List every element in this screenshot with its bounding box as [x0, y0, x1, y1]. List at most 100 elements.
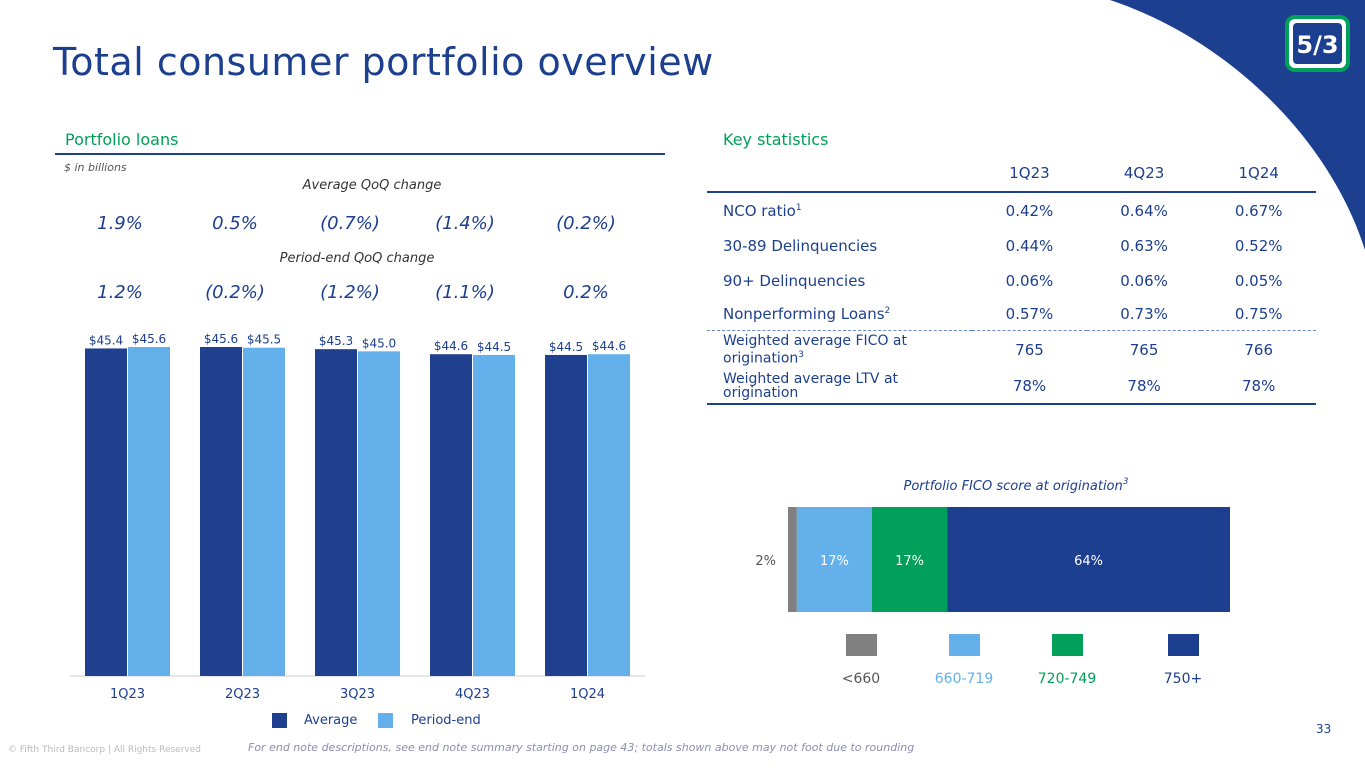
stats-cell: 0.64%: [1120, 201, 1168, 220]
avg-change-3q23: (0.7%): [320, 213, 380, 234]
pe-change-3q23: (1.2%): [320, 282, 380, 303]
stats-col-header: 1Q24: [1201, 155, 1316, 193]
bar-average-1q23: [85, 348, 127, 676]
portfolio-loans-chart: $45.4 $45.6 1Q23 $45.6 $45.5 2Q23 $45.3 $45.0 3Q…: [70, 332, 645, 702]
bar-period-end-2q23: [243, 347, 285, 676]
stats-cell: 766: [1244, 341, 1273, 359]
stats-cell: 0.42%: [1005, 201, 1054, 220]
stats-header-row: 1Q23 4Q23 1Q24: [707, 155, 1316, 193]
pe-change-1q24: 0.2%: [563, 282, 609, 303]
stats-cell: 0.57%: [972, 298, 1087, 331]
stats-cell: 0.44%: [1005, 236, 1054, 255]
stats-cell: 0.73%: [1086, 298, 1202, 331]
fico-legend-label: <660: [842, 671, 880, 687]
bar-period-end-1q24: [588, 354, 630, 676]
bar-data-label: $45.5: [247, 333, 281, 347]
fico-segment-label: 64%: [1074, 554, 1103, 569]
fico-legend-swatch: [846, 634, 877, 656]
bar-data-label: $45.0: [362, 336, 396, 350]
fico-legend-swatch: [1168, 634, 1199, 656]
bar-data-label: $45.3: [319, 334, 353, 348]
stats-row-label: 30-89 Delinquencies: [723, 236, 878, 255]
bar-data-label: $44.6: [592, 339, 626, 353]
portfolio-loans-rule: [55, 153, 665, 155]
stats-row-npl: Nonperforming Loans2 0.57% 0.73% 0.75%: [707, 298, 1316, 331]
fico-chart-title: Portfolio FICO score at origination3: [904, 477, 1129, 494]
legend-period-end-label: Period-end: [411, 713, 481, 728]
key-statistics-title: Key statistics: [723, 130, 829, 149]
fico-segment-label: 17%: [820, 554, 849, 569]
legend-average-swatch: [272, 713, 287, 728]
stats-row-label: Nonperforming Loans2: [707, 298, 973, 331]
x-tick-label: 3Q23: [340, 687, 375, 702]
fifth-third-logo-icon: 5/3: [1285, 15, 1350, 72]
copyright: © Fifth Third Bancorp | All Rights Reser…: [8, 745, 201, 755]
stats-row-label: 90+ Delinquencies: [723, 271, 866, 290]
stats-row-nco: NCO ratio1 0.42% 0.64% 0.67%: [707, 192, 1316, 228]
stats-cell: 0.06%: [1005, 271, 1054, 290]
stats-cell: 78%: [1201, 369, 1316, 405]
stats-row-fico: Weighted average FICO at origination3 76…: [707, 331, 1316, 370]
bar-data-label: $44.5: [549, 340, 583, 354]
page-number: 33: [1316, 722, 1332, 736]
key-statistics-table: 1Q23 4Q23 1Q24 NCO ratio1 0.42% 0.64% 0.…: [707, 155, 1316, 405]
fico-distribution-chart: Portfolio FICO score at origination3 2% <6…: [755, 477, 1230, 687]
bar-average-4q23: [430, 354, 472, 676]
svg-text:5/3: 5/3: [1296, 31, 1338, 59]
stats-cell: 0.52%: [1234, 236, 1283, 255]
bar-data-label: $45.6: [132, 332, 166, 346]
stats-cell: 0.67%: [1234, 201, 1283, 220]
fico-segment-660-719: [796, 507, 872, 612]
fico-legend-label: 750+: [1164, 671, 1202, 687]
legend-average-label: Average: [304, 713, 358, 728]
avg-change-1q24: (0.2%): [556, 213, 616, 234]
bar-average-3q23: [315, 349, 357, 676]
bar-data-label: $45.6: [204, 332, 238, 346]
stats-cell: 765: [1129, 341, 1159, 359]
pe-change-2q23: (0.2%): [205, 282, 265, 303]
bar-period-end-4q23: [473, 354, 515, 676]
stats-cell: 765: [1015, 341, 1044, 359]
bar-average-2q23: [200, 347, 242, 676]
bar-average-1q24: [545, 354, 587, 676]
stats-row-ltv: Weighted average LTV at origination 78% …: [707, 369, 1316, 405]
legend-period-end-swatch: [378, 713, 393, 728]
stats-col-header: 1Q23: [972, 155, 1087, 193]
bar-period-end-1q23: [128, 347, 170, 676]
avg-change-1q23: 1.9%: [97, 213, 143, 234]
stats-cell: 0.75%: [1201, 298, 1316, 331]
bar-data-label: $44.5: [477, 340, 511, 354]
fico-legend-label: 660-719: [935, 671, 994, 687]
stats-cell: 78%: [972, 369, 1087, 405]
stats-row-label: Weighted average LTV at origination: [707, 369, 973, 405]
stats-row-90-plus: 90+ Delinquencies 0.06% 0.06% 0.05%: [707, 263, 1316, 298]
bar-data-label: $44.6: [434, 339, 468, 353]
fico-segment-label: 2%: [755, 554, 776, 569]
pe-change-1q23: 1.2%: [97, 282, 143, 303]
x-tick-label: 1Q23: [110, 687, 145, 702]
stats-cell: 0.06%: [1120, 271, 1168, 290]
stats-cell: 0.05%: [1234, 271, 1283, 290]
fico-legend-label: 720-749: [1038, 671, 1097, 687]
avg-change-2q23: 0.5%: [212, 213, 258, 234]
page-title: Total consumer portfolio overview: [53, 40, 714, 84]
bar-period-end-3q23: [358, 351, 400, 676]
fico-segment-720-749: [871, 507, 948, 612]
stats-row-label: Weighted average FICO at origination3: [723, 333, 907, 367]
footer-note: For end note descriptions, see end note …: [248, 741, 915, 754]
stats-cell: 0.63%: [1120, 236, 1168, 255]
x-tick-label: 4Q23: [455, 687, 490, 702]
x-tick-label: 2Q23: [225, 687, 260, 702]
pe-change-label: Period-end QoQ change: [279, 251, 435, 266]
fico-segment-label: 17%: [895, 554, 924, 569]
fico-segment-660: [788, 507, 797, 612]
stats-header-blank: [707, 155, 973, 193]
fico-legend-swatch: [1052, 634, 1083, 656]
avg-change-label: Average QoQ change: [302, 178, 442, 193]
units-note: $ in billions: [64, 161, 127, 174]
fico-legend-swatch: [949, 634, 980, 656]
x-tick-label: 1Q24: [570, 687, 605, 702]
bar-data-label: $45.4: [89, 333, 123, 347]
stats-row-30-89: 30-89 Delinquencies 0.44% 0.63% 0.52%: [707, 228, 1316, 263]
portfolio-loans-title: Portfolio loans: [65, 130, 179, 149]
